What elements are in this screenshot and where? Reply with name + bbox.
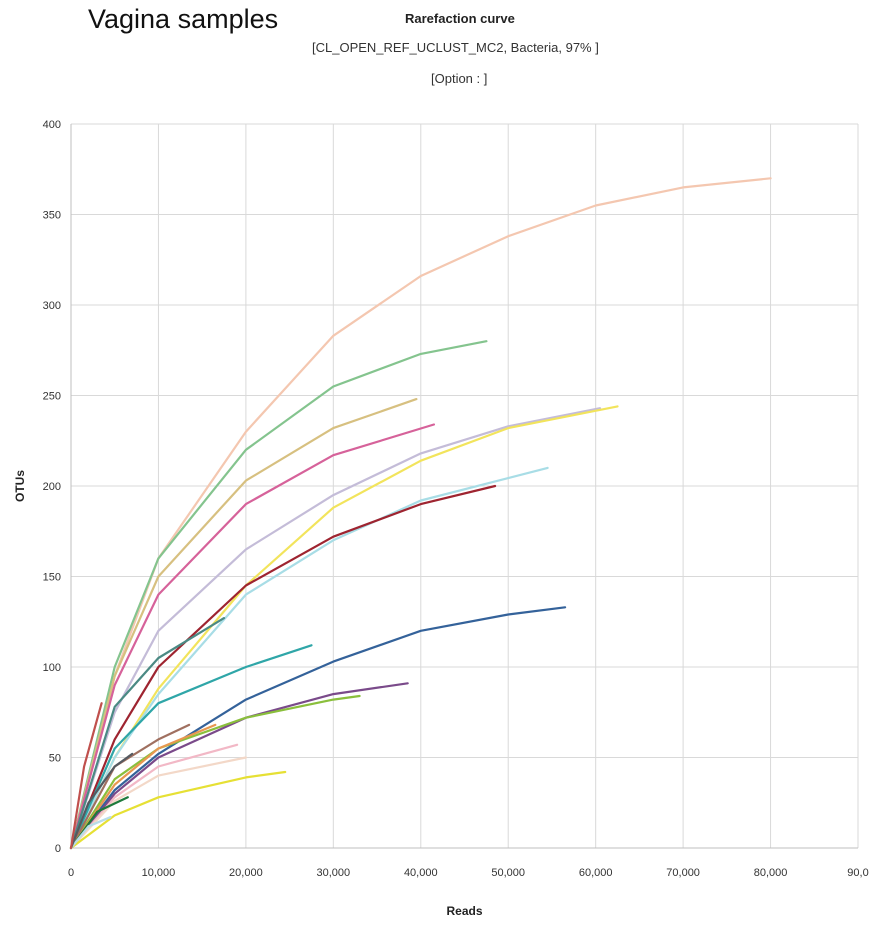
x-tick-label: 90,0 <box>847 867 868 879</box>
y-tick-label: 200 <box>43 481 61 493</box>
x-tick-label: 60,000 <box>579 867 613 879</box>
tick-labels: 0 50 100 150 200 250 300 350 400 0 10,000 20,000 30,… <box>43 119 869 879</box>
series-line-3 <box>69 398 418 850</box>
series-line-2 <box>69 340 488 850</box>
chart-subtitle: [CL_OPEN_REF_UCLUST_MC2, Bacteria, 97% ] <box>312 40 599 55</box>
series-line-10 <box>69 644 313 850</box>
y-tick-label: 350 <box>43 210 61 222</box>
series-line-1 <box>69 177 772 850</box>
y-tick-label: 100 <box>43 662 61 674</box>
page-heading: Vagina samples <box>88 4 279 34</box>
series-line-16 <box>69 743 239 850</box>
chart-option: [Option : ] <box>431 71 488 86</box>
y-tick-label: 250 <box>43 391 61 403</box>
x-tick-label: 20,000 <box>229 867 263 879</box>
grid <box>70 123 859 849</box>
series-line-14 <box>69 723 191 850</box>
x-tick-label: 40,000 <box>404 867 438 879</box>
y-tick-label: 50 <box>49 753 61 765</box>
axes <box>70 124 858 849</box>
series-line-18 <box>69 770 287 850</box>
x-tick-label: 0 <box>68 867 74 879</box>
series-line-7 <box>69 466 549 850</box>
x-axis-label: Reads <box>446 904 482 918</box>
series-line-21 <box>69 752 134 850</box>
y-tick-label: 300 <box>43 300 61 312</box>
x-tick-label: 80,000 <box>754 867 788 879</box>
series-line-8 <box>69 484 497 850</box>
x-tick-label: 30,000 <box>317 867 351 879</box>
series-line-6 <box>69 405 619 850</box>
series-line-9 <box>69 606 567 850</box>
series-line-11 <box>69 682 409 850</box>
x-tick-label: 10,000 <box>142 867 176 879</box>
y-tick-label: 150 <box>43 572 61 584</box>
y-tick-label: 0 <box>55 843 61 855</box>
y-axis-label: OTUs <box>13 470 27 502</box>
series-line-20 <box>69 816 112 850</box>
x-tick-label: 50,000 <box>491 867 525 879</box>
series-line-15 <box>69 723 217 850</box>
series-line-4 <box>69 423 435 850</box>
x-tick-label: 70,000 <box>666 867 700 879</box>
series-group <box>69 177 772 850</box>
series-line-22 <box>69 702 103 850</box>
series-line-13 <box>69 617 226 850</box>
series-line-12 <box>69 694 361 850</box>
y-tick-label: 400 <box>43 119 61 131</box>
chart-title: Rarefaction curve <box>405 11 515 26</box>
